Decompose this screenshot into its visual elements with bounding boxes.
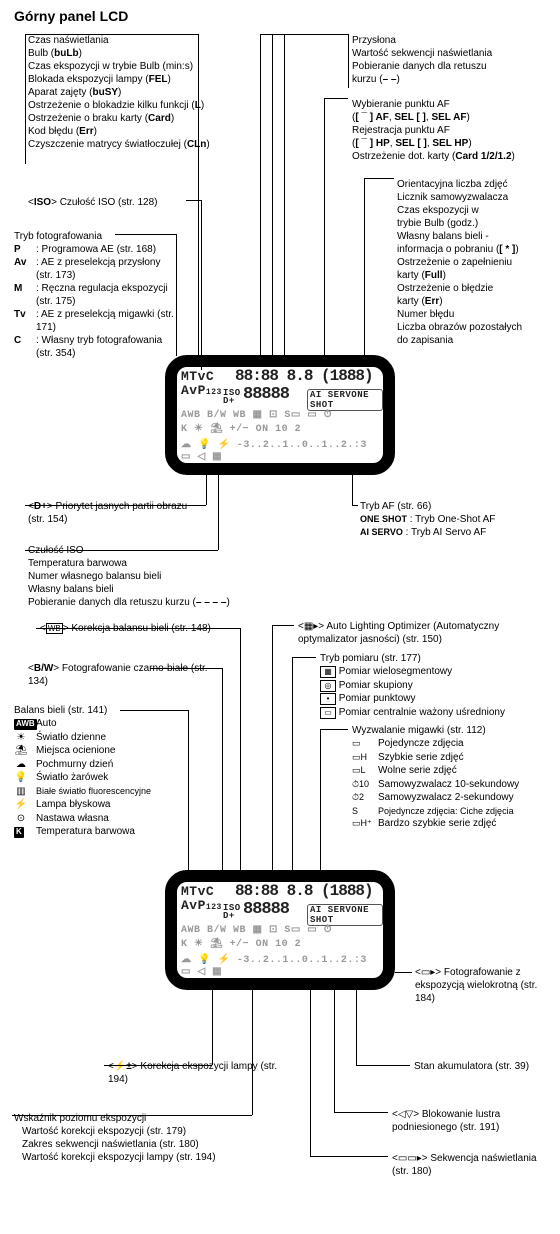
note-highlight-tone: <D+> Priorytet jasnych partii obrazu (st… bbox=[28, 500, 198, 526]
leader-line bbox=[364, 178, 365, 356]
leader-line bbox=[352, 475, 353, 505]
note-multi-exposure: <▭▸> Fotografowanie z ekspozycją wielokr… bbox=[415, 966, 555, 1005]
leader-line bbox=[334, 1112, 388, 1113]
note-mirror-lockup: <◁▽> Blokowanie lustra podniesionego (st… bbox=[392, 1108, 552, 1134]
leader-line bbox=[272, 625, 294, 626]
note-iso-group: Czułość ISOTemperatura barwowaNumer włas… bbox=[28, 544, 288, 609]
leader-line bbox=[188, 710, 189, 870]
leader-line bbox=[356, 1065, 410, 1066]
leader-line bbox=[25, 34, 198, 35]
leader-line bbox=[186, 200, 201, 201]
note-bw: <B/W> Fotografowanie czarno-białe (str. … bbox=[28, 662, 208, 688]
leader-line bbox=[120, 710, 188, 711]
leader-line bbox=[324, 98, 348, 99]
leader-line bbox=[25, 505, 206, 506]
leader-line bbox=[272, 625, 273, 870]
page-title: Górny panel LCD bbox=[14, 8, 128, 24]
note-alo: <▦▸> Auto Lighting Optimizer (Automatycz… bbox=[298, 620, 554, 646]
leader-line bbox=[320, 729, 348, 730]
lcd-panel-bottom: MTvC 88:88 8.8 (1888) AvP123 ISOD+ 88888… bbox=[165, 870, 395, 990]
note-shutter-speed: Czas naświetlaniaBulb (buLb)Czas ekspozy… bbox=[28, 34, 278, 151]
leader-line bbox=[395, 972, 412, 973]
leader-line bbox=[272, 34, 273, 355]
leader-line bbox=[115, 234, 176, 235]
note-battery: Stan akumulatora (str. 39) bbox=[414, 1060, 554, 1073]
leader-line bbox=[104, 1065, 212, 1066]
leader-line bbox=[12, 1115, 252, 1116]
leader-line bbox=[212, 990, 213, 1065]
leader-line bbox=[218, 475, 219, 550]
leader-line bbox=[222, 668, 223, 870]
leader-line bbox=[292, 657, 293, 870]
note-metering: Tryb pomiaru (str. 177)▦ Pomiar wieloseg… bbox=[320, 652, 550, 719]
note-af-mode: Tryb AF (str. 66)ONE SHOT : Tryb One-Sho… bbox=[360, 500, 540, 539]
leader-line bbox=[324, 98, 325, 356]
leader-line bbox=[150, 668, 222, 669]
leader-line bbox=[201, 200, 202, 370]
leader-line bbox=[364, 178, 394, 179]
leader-line bbox=[240, 628, 241, 870]
note-white-balance: Balans bieli (str. 141)AWBAuto☀Światło d… bbox=[14, 704, 214, 839]
leader-line bbox=[352, 505, 358, 506]
lcd-panel-top: MTvC 88:88 8.8 (1888) AvP123 ISOD+ 88888… bbox=[165, 355, 395, 475]
note-shooting-mode: Tryb fotografowaniaP: Programowa AE (str… bbox=[14, 230, 174, 360]
note-iso: <ISO> Czułość ISO (str. 128) bbox=[28, 196, 238, 209]
note-flash-comp: <⚡±> Korekcja ekspozycji lampy (str. 194… bbox=[108, 1060, 288, 1086]
leader-line bbox=[252, 990, 253, 1115]
leader-line bbox=[260, 34, 348, 35]
leader-line bbox=[292, 657, 316, 658]
leader-line bbox=[25, 550, 218, 551]
leader-line bbox=[198, 34, 199, 355]
leader-line bbox=[206, 475, 207, 505]
leader-line bbox=[36, 628, 240, 629]
leader-line bbox=[334, 990, 335, 1112]
note-shots-remaining: Orientacyjna liczba zdjęćLicznik samowyz… bbox=[397, 178, 560, 347]
leader-line bbox=[25, 34, 26, 164]
leader-line bbox=[284, 34, 285, 355]
leader-line bbox=[320, 729, 321, 870]
leader-line bbox=[310, 1156, 388, 1157]
note-aperture: PrzysłonaWartość sekwencji naświetlaniaP… bbox=[352, 34, 542, 86]
note-af-select: Wybieranie punktu AF([ ¯ ] AF, SEL [ ], … bbox=[352, 98, 552, 163]
leader-line bbox=[356, 990, 357, 1065]
leader-line bbox=[260, 34, 261, 355]
note-exposure-indicator: Wskaźnik poziomu ekspozycjiWartość korek… bbox=[14, 1112, 274, 1164]
note-bracketing: <▭▭▸> Sekwencja naświetlania (str. 180) bbox=[392, 1152, 552, 1178]
leader-line bbox=[176, 234, 177, 356]
leader-line bbox=[348, 34, 349, 88]
note-drive-mode: Wyzwalanie migawki (str. 112)▭Pojedyncze… bbox=[352, 724, 557, 830]
leader-line bbox=[310, 990, 311, 1156]
